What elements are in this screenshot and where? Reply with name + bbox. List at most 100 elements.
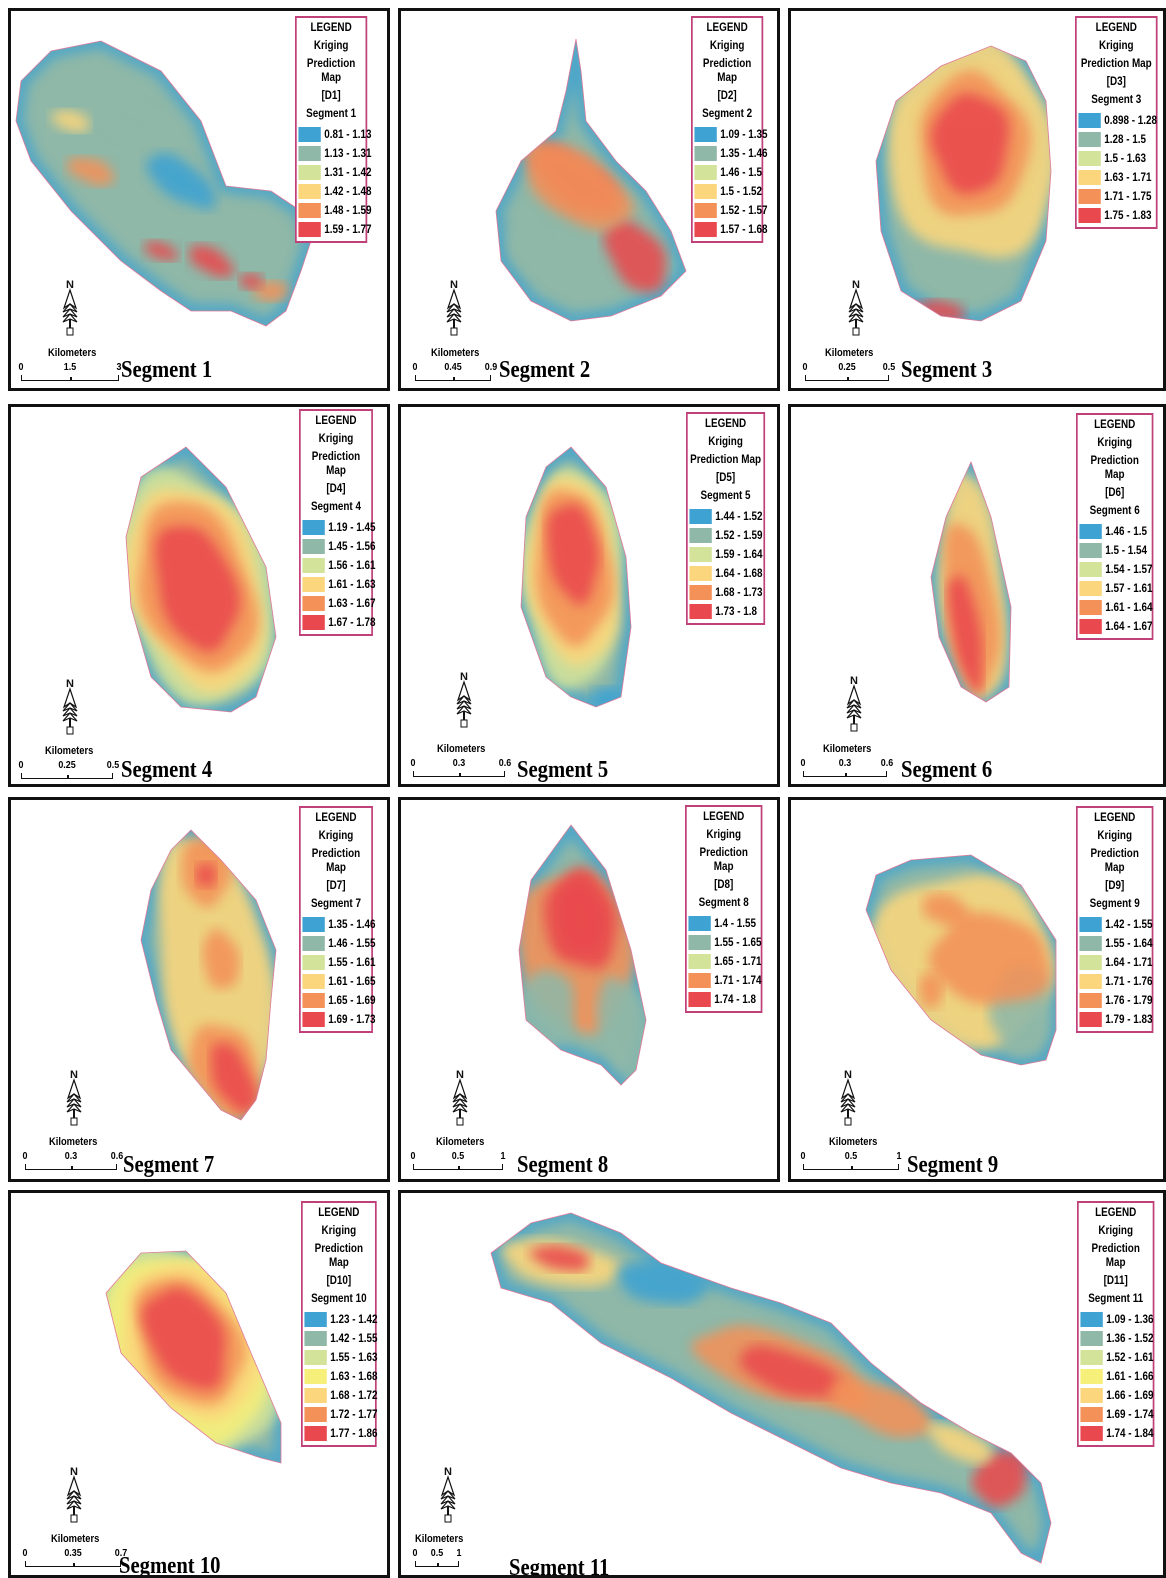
scale-tick-label: 0.5 [882, 361, 896, 373]
legend-segment: Segment 8 [698, 897, 749, 909]
legend-swatch [694, 146, 717, 161]
north-letter: N [460, 671, 468, 683]
legend-class-label: 1.61 - 1.65 [328, 975, 376, 988]
legend-box: LEGEND Kriging Prediction Map [D4] Segment 4… [299, 409, 376, 636]
scale-unit-label: Kilometers [49, 1136, 98, 1148]
legend-class-label: 1.56 - 1.61 [328, 559, 376, 572]
legend-class-label: 1.55 - 1.65 [714, 936, 762, 949]
legend-swatch [689, 528, 712, 543]
legend-class-label: 1.55 - 1.64 [1105, 937, 1153, 950]
contour-band [239, 273, 264, 290]
legend-class-row: 0.898 - 1.28 [1078, 111, 1157, 130]
north-letter: N [444, 1466, 452, 1478]
legend-segment: Segment 4 [310, 501, 361, 513]
legend-class-label: 1.54 - 1.57 [1105, 563, 1153, 576]
legend-label-line2: Prediction Map [690, 454, 762, 466]
contour-band [50, 109, 90, 133]
north-letter: N [66, 678, 74, 690]
contour-band [143, 240, 179, 261]
legend-class-label: 1.13 - 1.31 [324, 147, 372, 160]
legend-label-line1: Kriging [321, 1225, 357, 1237]
scale-tick-label: 0 [412, 1547, 418, 1559]
north-letter: N [844, 1069, 852, 1081]
kriging-map-2 [495, 38, 687, 322]
boundary-outline [875, 45, 1052, 322]
legend-swatch [1078, 208, 1101, 223]
scale-tick-label: 0.3 [452, 757, 466, 769]
legend-label-line1: Kriging [1098, 40, 1134, 52]
legend-swatch [689, 585, 712, 600]
segment-title: Segment 6 [901, 757, 993, 783]
legend-swatch [298, 203, 321, 218]
legend-swatch [302, 936, 325, 951]
boundary-outline [105, 1250, 282, 1464]
legend-swatch [1079, 543, 1102, 558]
north-letter: N [850, 675, 858, 687]
legend-class-label: 1.55 - 1.63 [330, 1351, 378, 1364]
scale-bar: Kilometers 0 0.45 0.9 [413, 347, 511, 387]
scale-tick-label: 0.6 [498, 757, 512, 769]
legend-class-label: 1.52 - 1.61 [1106, 1351, 1154, 1364]
boundary-outline [490, 1212, 1052, 1564]
legend-segment: Segment 6 [1089, 505, 1140, 517]
legend-title: LEGEND [310, 22, 352, 34]
scale-unit-label: Kilometers [823, 743, 872, 755]
legend-swatch [302, 1012, 325, 1027]
scale-unit-label: Kilometers [829, 1136, 878, 1148]
legend-segment: Segment 7 [310, 898, 361, 910]
map-panel-8: LEGEND Kriging Prediction Map [D8] Segment 8… [398, 797, 780, 1182]
legend-class-row: 1.64 - 1.71 [1079, 953, 1153, 972]
scale-tick-label: 0 [22, 1547, 28, 1559]
scale-tick-label: 0 [410, 757, 416, 769]
legend-class-row: 1.75 - 1.83 [1078, 206, 1154, 225]
legend-swatch [302, 558, 325, 573]
legend-label-line2: Prediction Map [311, 848, 361, 874]
scale-bar-midtick [459, 773, 461, 777]
legend-swatch [302, 955, 325, 970]
legend-class-row: 1.55 - 1.63 [304, 1348, 378, 1367]
scale-tick-label: 3 [116, 361, 122, 373]
legend-swatch [1080, 1350, 1103, 1365]
legend-swatch [1079, 917, 1102, 932]
legend-class-row: 1.09 - 1.36 [1080, 1310, 1154, 1329]
north-letter: N [852, 279, 860, 291]
legend-class-label: 1.75 - 1.83 [1104, 209, 1152, 222]
legend-swatch [304, 1369, 327, 1384]
legend-class-row: 1.59 - 1.64 [689, 545, 763, 564]
legend-segment: Segment 3 [1091, 94, 1142, 106]
legend-class-label: 1.42 - 1.55 [330, 1332, 378, 1345]
scale-tick-label: 0.5 [430, 1547, 444, 1559]
contour-band [103, 98, 159, 143]
scale-tick-label: 0.5 [844, 1150, 858, 1162]
north-arrow-icon: N [57, 677, 83, 737]
legend-class-row: 1.64 - 1.68 [689, 564, 763, 583]
kriging-map-8 [518, 824, 647, 1086]
legend-class-row: 1.55 - 1.61 [302, 953, 376, 972]
legend-class-label: 1.76 - 1.79 [1105, 994, 1153, 1007]
legend-label-line2: Prediction Map [702, 58, 752, 84]
scale-bar: Kilometers 0 0.3 0.6 [22, 1136, 137, 1176]
legend-box: LEGEND Kriging Prediction Map [D5] Segment 5… [686, 412, 766, 625]
contour-band [211, 1043, 258, 1114]
legend-code: [D6] [1105, 487, 1125, 499]
kriging-map-6 [930, 460, 1012, 703]
legend-class-label: 1.65 - 1.69 [328, 994, 376, 1007]
legend-class-row: 1.4 - 1.55 [688, 914, 759, 933]
legend-swatch [694, 222, 717, 237]
legend-class-label: 1.52 - 1.59 [715, 529, 763, 542]
legend-class-label: 1.4 - 1.55 [714, 917, 757, 930]
scale-tick-label: 0 [800, 757, 806, 769]
legend-label-line1: Kriging [313, 40, 349, 52]
north-arrow-icon: N [841, 674, 867, 734]
legend-swatch [689, 509, 712, 524]
legend-swatch [304, 1426, 327, 1441]
legend-class-label: 1.52 - 1.57 [720, 204, 768, 217]
north-arrow-icon: N [57, 278, 83, 338]
scale-tick-label: 0 [22, 1150, 28, 1162]
scale-tick-label: 0.25 [58, 759, 76, 771]
legend-swatch [1079, 993, 1102, 1008]
legend-class-row: 1.71 - 1.76 [1079, 972, 1153, 991]
legend-swatch [304, 1331, 327, 1346]
legend-class-row: 1.45 - 1.56 [302, 537, 376, 556]
scale-bar-midtick [458, 1166, 460, 1170]
